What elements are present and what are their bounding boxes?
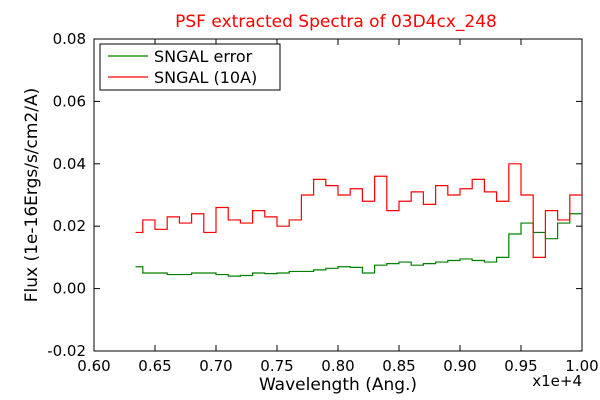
x-axis-ticks: 0.60 0.65 0.70 0.75 0.80 0.85 0.90 0.95 1.00 [77,39,599,375]
x-tick-label: 0.75 [260,357,293,375]
x-axis-label: Wavelength (Ang.) [259,375,417,395]
x-tick-label: 0.65 [138,357,171,375]
legend-label-sngal-10a: SNGAL (10A) [154,68,257,87]
chart-title: PSF extracted Spectra of 03D4cx_248 [175,12,497,32]
y-axis-label: Flux (1e-16Ergs/s/cm2/A) [22,88,42,303]
x-tick-label: 1.00 [565,357,598,375]
y-tick-label: 0.04 [53,155,86,173]
series-line-sngal-error [135,180,582,277]
y-tick-label: 0.02 [53,217,86,235]
y-axis-ticks: -0.02 0.00 0.02 0.04 0.06 0.08 [47,30,582,360]
legend: SNGAL error SNGAL (10A) [99,43,281,91]
x-tick-label: 0.95 [504,357,537,375]
x-axis-offset-label: x1e+4 [532,372,582,390]
x-tick-label: 0.80 [321,357,354,375]
y-tick-label: 0.00 [53,280,86,298]
plot-area: 0.60 0.65 0.70 0.75 0.80 0.85 0.90 0.95 1.00 -0.… [47,30,599,375]
series-layer [135,163,582,277]
x-tick-label: 0.90 [443,357,476,375]
series-line-sngal-10a [135,163,582,258]
x-tick-label: 0.70 [199,357,232,375]
x-tick-label: 0.85 [382,357,415,375]
legend-label-sngal-error: SNGAL error [154,47,253,66]
x-tick-label: 0.60 [77,357,110,375]
y-tick-label: -0.02 [47,342,86,360]
y-tick-label: 0.08 [53,30,86,48]
y-tick-label: 0.06 [53,92,86,110]
legend-box [99,43,281,91]
